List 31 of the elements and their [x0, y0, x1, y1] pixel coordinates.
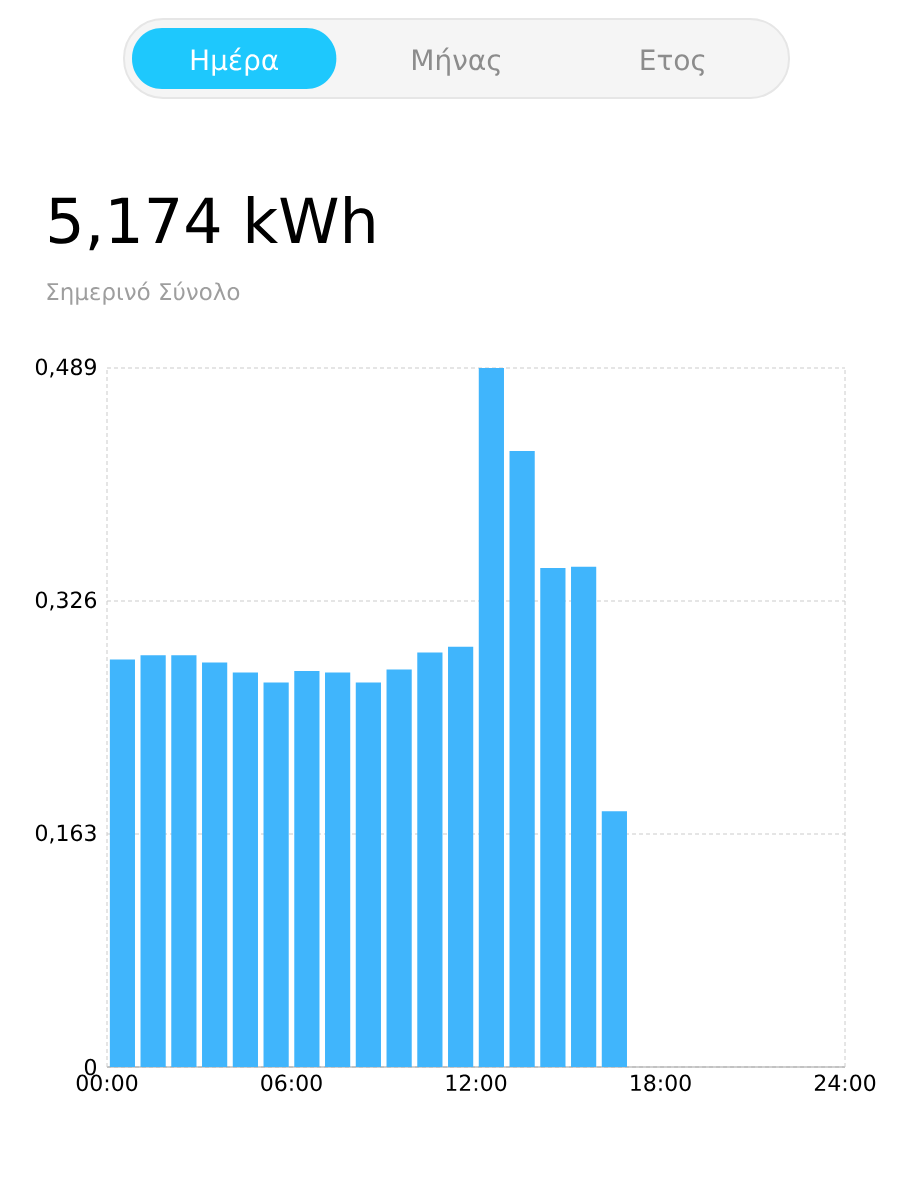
bar — [417, 652, 443, 1067]
bar — [601, 811, 627, 1067]
bar — [202, 662, 228, 1067]
bar — [325, 672, 351, 1067]
bar — [478, 368, 504, 1067]
bar — [232, 672, 258, 1067]
bar — [171, 655, 197, 1067]
bar — [294, 671, 320, 1067]
x-tick-label: 18:00 — [631, 1074, 691, 1092]
chart-title: 5,174 kWh — [49, 195, 374, 251]
x-tick-label: 12:00 — [446, 1074, 507, 1092]
y-tick-label: 0,326 — [35, 591, 97, 611]
bar — [263, 682, 289, 1067]
bar — [571, 566, 597, 1067]
y-tick-label: 0,163 — [35, 824, 96, 844]
bar — [540, 568, 566, 1067]
bar — [109, 659, 135, 1067]
x-tick-label: 24:00 — [814, 1074, 876, 1092]
text: Ημέρα — [191, 47, 278, 76]
chart-subtitle: Σημερινό Σύνολο — [47, 281, 240, 305]
x-tick-label: 06:00 — [261, 1074, 322, 1092]
bar — [509, 450, 535, 1067]
bar — [386, 669, 412, 1067]
bar — [355, 682, 381, 1067]
text: Ετος — [641, 49, 705, 76]
x-tick-label: 00:00 — [76, 1074, 138, 1092]
y-tick-label: 0,489 — [35, 358, 96, 378]
bar — [140, 655, 166, 1067]
y-tick-label: 0 — [84, 1058, 96, 1076]
bar — [448, 646, 474, 1067]
text: Μήνας — [413, 47, 500, 76]
